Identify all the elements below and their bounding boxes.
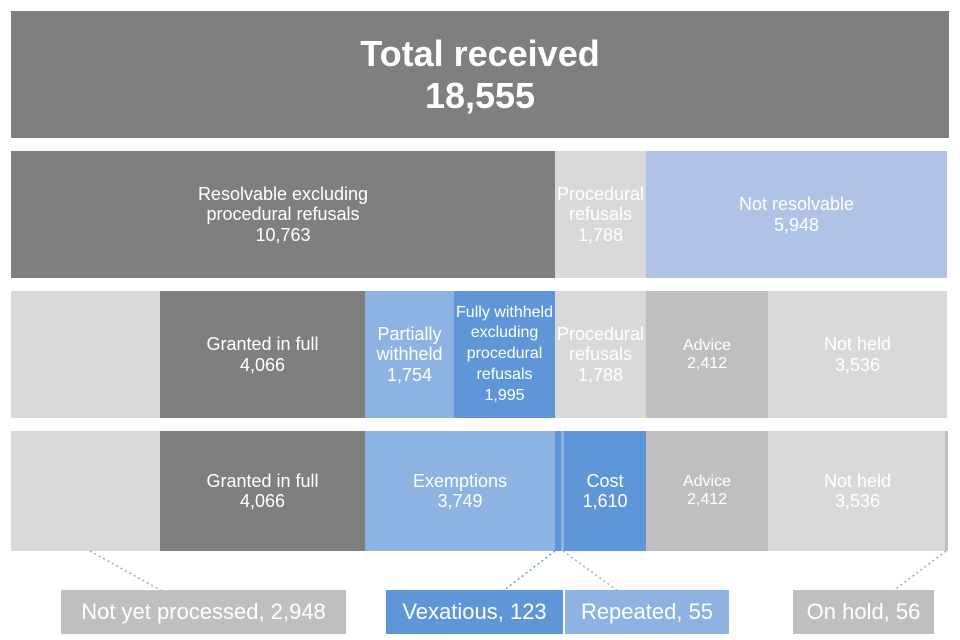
- cost-block: Cost 1,610: [564, 431, 646, 551]
- granted-in-full-block-row3: Granted in full 4,066: [160, 431, 365, 551]
- on-hold-tag: On hold, 56: [793, 590, 934, 634]
- not-held-value: 3,536: [834, 491, 881, 511]
- not-yet-processed-block-row3: [11, 431, 160, 551]
- vexatious-tag: Vexatious, 123: [386, 590, 563, 634]
- repeated-sliver: [561, 431, 564, 551]
- connector-on-hold: [892, 550, 947, 592]
- total-received-label: Total received: [360, 33, 600, 75]
- partially-label-line2: withheld: [376, 344, 443, 365]
- procedural-value: 1,788: [577, 224, 624, 245]
- fully-label-line4: refusals: [476, 365, 533, 383]
- fully-withheld-block: Fully withheld excluding procedural refu…: [454, 291, 555, 418]
- advice-value: 2,412: [686, 354, 728, 372]
- not-held-label: Not held: [823, 334, 892, 355]
- procedural-label-line2: refusals: [568, 344, 633, 365]
- procedural-value: 1,788: [577, 364, 624, 385]
- repeated-text: Repeated, 55: [580, 599, 714, 624]
- fully-label-line3: procedural: [466, 345, 543, 363]
- connector-vexatious: [502, 550, 556, 592]
- not-resolvable-label: Not resolvable: [738, 194, 855, 215]
- procedural-refusals-block-row2: Procedural refusals 1,788: [555, 291, 646, 418]
- connector-repeated: [562, 550, 619, 592]
- granted-in-full-block-row2: Granted in full 4,066: [160, 291, 365, 418]
- resolvable-value: 10,763: [255, 224, 311, 245]
- not-yet-processed-block-row2: [11, 291, 160, 418]
- resolvable-block: Resolvable excluding procedural refusals…: [11, 151, 555, 278]
- resolvable-label-line1: Resolvable excluding: [197, 184, 369, 205]
- on-hold-text: On hold, 56: [806, 599, 921, 624]
- connector-not-yet-processed: [89, 550, 163, 592]
- fully-value: 1,995: [484, 386, 525, 404]
- resolvable-label-line2: procedural refusals: [206, 204, 360, 225]
- on-hold-sliver: [945, 431, 948, 551]
- granted-label: Granted in full: [206, 334, 319, 355]
- partially-withheld-block: Partially withheld 1,754: [365, 291, 454, 418]
- cost-label: Cost: [586, 470, 624, 491]
- not-resolvable-block: Not resolvable 5,948: [646, 151, 947, 278]
- not-held-label: Not held: [823, 470, 892, 491]
- granted-label: Granted in full: [206, 470, 319, 491]
- procedural-label-line1: Procedural: [556, 324, 645, 345]
- not-resolvable-value: 5,948: [773, 214, 820, 235]
- advice-block-row3: Advice 2,412: [646, 431, 768, 551]
- exemptions-value: 3,749: [437, 491, 483, 511]
- procedural-label-line1: Procedural: [556, 184, 645, 205]
- partially-label-line1: Partially: [377, 324, 442, 345]
- total-received-value: 18,555: [424, 74, 536, 116]
- not-yet-processed-tag: Not yet processed, 2,948: [61, 590, 346, 634]
- cost-value: 1,610: [582, 491, 628, 511]
- fully-label-line2: excluding: [470, 324, 539, 342]
- granted-value: 4,066: [239, 491, 286, 511]
- procedural-label-line2: refusals: [568, 204, 633, 225]
- exemptions-label: Exemptions: [412, 470, 508, 491]
- granted-value: 4,066: [239, 354, 286, 375]
- not-yet-processed-text: Not yet processed, 2,948: [81, 599, 326, 624]
- advice-block-row2: Advice 2,412: [646, 291, 768, 418]
- vexatious-sliver: [555, 431, 561, 551]
- advice-label: Advice: [682, 473, 732, 491]
- vexatious-text: Vexatious, 123: [402, 599, 547, 624]
- total-received-block: Total received 18,555: [11, 11, 949, 138]
- partially-value: 1,754: [386, 364, 433, 385]
- not-held-block-row2: Not held 3,536: [768, 291, 947, 418]
- advice-value: 2,412: [686, 491, 728, 508]
- fully-label-line1: Fully withheld: [456, 303, 553, 321]
- exemptions-block: Exemptions 3,749: [365, 431, 555, 551]
- procedural-refusals-block-row1: Procedural refusals 1,788: [555, 151, 646, 278]
- repeated-tag: Repeated, 55: [565, 590, 729, 634]
- advice-label: Advice: [682, 336, 732, 354]
- not-held-value: 3,536: [834, 354, 881, 375]
- not-held-block-row3: Not held 3,536: [768, 431, 947, 551]
